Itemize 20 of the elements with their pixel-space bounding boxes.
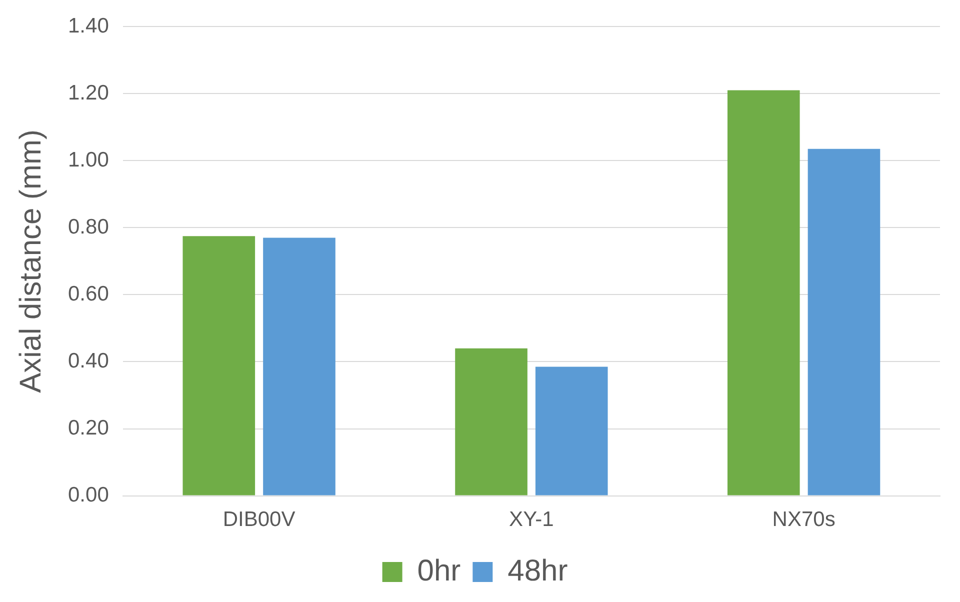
bar xyxy=(535,366,608,496)
x-tick-label: XY-1 xyxy=(509,508,554,532)
y-tick-label: 0.60 xyxy=(68,282,109,306)
bar xyxy=(727,90,800,496)
legend-label: 0hr xyxy=(417,554,461,588)
x-tick-label: DIB00V xyxy=(222,508,296,532)
y-tick-label: 0.80 xyxy=(68,215,109,238)
bar xyxy=(455,348,528,496)
y-tick-label: 0.20 xyxy=(68,416,109,440)
y-tick-label: 1.20 xyxy=(68,81,109,104)
legend-label: 48hr xyxy=(508,554,568,588)
bar xyxy=(808,148,880,496)
y-axis-title: Axial distance (mm) xyxy=(14,129,48,393)
bar xyxy=(263,238,336,496)
y-tick-label: 1.40 xyxy=(68,14,109,38)
x-tick-label: NX70s xyxy=(772,508,836,532)
y-tick-label: 0.00 xyxy=(68,484,109,507)
bar xyxy=(182,236,256,496)
y-tick-label: 0.40 xyxy=(68,350,109,373)
y-tick-label: 1.00 xyxy=(68,148,109,172)
